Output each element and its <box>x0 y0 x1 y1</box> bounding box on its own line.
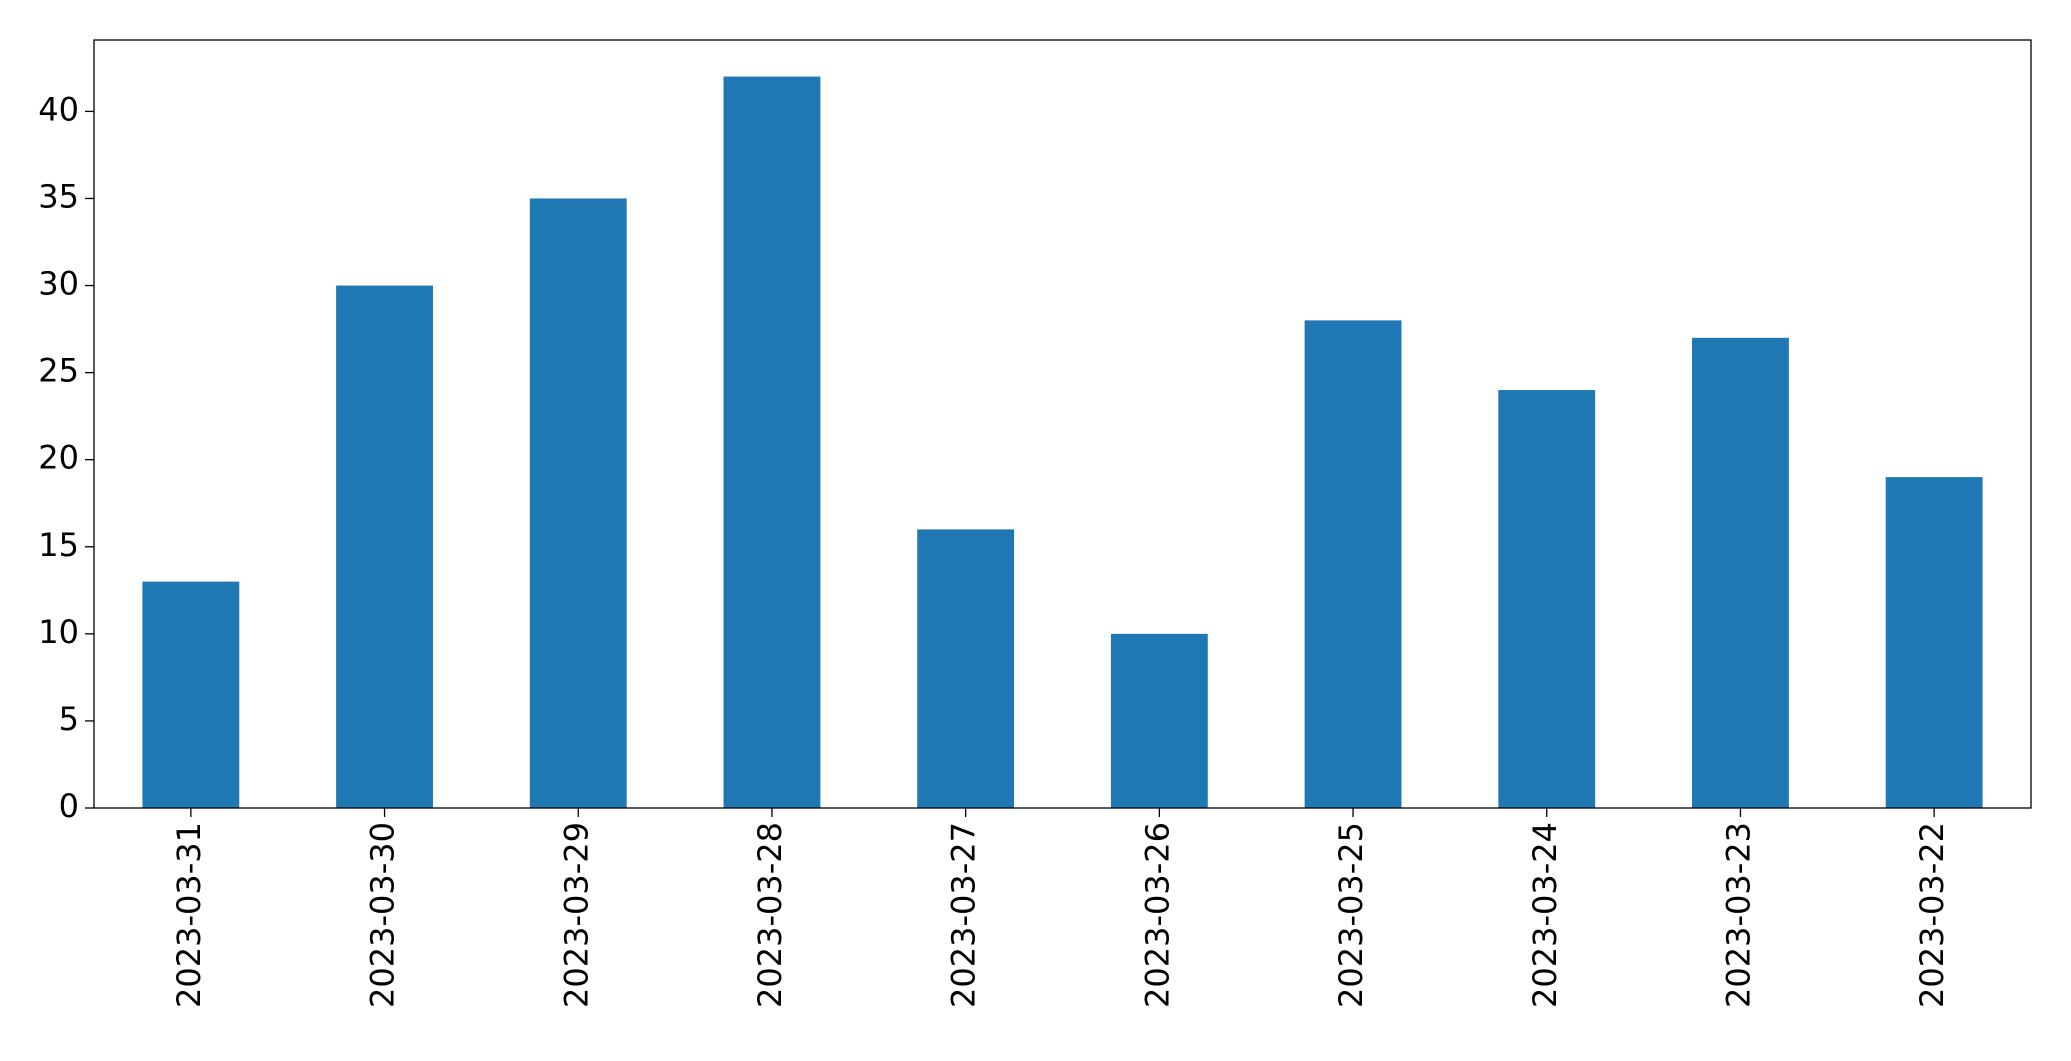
x-tick-label: 2023-03-22 <box>1913 822 1951 1008</box>
bar <box>1692 337 1789 808</box>
bar <box>917 529 1015 808</box>
y-tick-label: 20 <box>38 439 79 477</box>
y-tick-label: 0 <box>59 787 79 825</box>
x-tick-label: 2023-03-24 <box>1526 822 1564 1008</box>
bar <box>1885 477 1983 808</box>
x-tick-label: 2023-03-27 <box>945 822 983 1008</box>
y-tick-label: 40 <box>38 90 79 128</box>
x-tick-label: 2023-03-23 <box>1719 822 1757 1008</box>
y-tick-label: 5 <box>59 700 79 738</box>
x-tick-label: 2023-03-30 <box>364 822 402 1008</box>
bar <box>336 285 433 808</box>
bar <box>1110 633 1208 808</box>
y-tick-label: 30 <box>38 265 79 303</box>
x-tick-label: 2023-03-28 <box>751 822 789 1008</box>
y-tick-label: 15 <box>38 526 79 564</box>
x-tick-label: 2023-03-31 <box>170 822 208 1008</box>
y-tick-label: 10 <box>38 613 79 651</box>
x-tick-label: 2023-03-26 <box>1138 822 1176 1008</box>
bar <box>142 581 240 808</box>
bar <box>723 76 821 809</box>
plot-frame <box>93 39 2032 809</box>
bar <box>1304 320 1402 808</box>
bar <box>1498 390 1596 808</box>
x-tick-label: 2023-03-25 <box>1332 822 1370 1008</box>
y-tick-label: 35 <box>38 177 79 215</box>
x-tick-label: 2023-03-29 <box>557 822 595 1008</box>
y-tick-label: 25 <box>38 352 79 390</box>
bar <box>529 198 627 808</box>
